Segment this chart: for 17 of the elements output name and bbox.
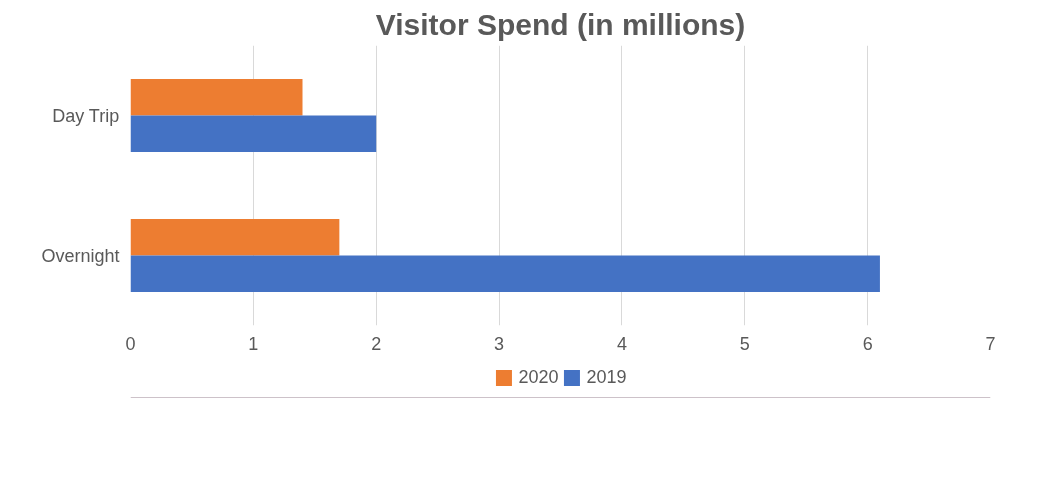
x-tick-label: 5: [739, 333, 750, 354]
x-tick-label: 3: [494, 333, 505, 354]
bar: [130, 255, 880, 292]
x-tick-label: 6: [862, 333, 873, 354]
x-tick-label: 1: [248, 333, 259, 354]
y-tick-label: Overnight: [41, 245, 120, 266]
bar: [130, 219, 340, 256]
bar: [130, 115, 377, 152]
y-tick-label: Day Trip: [52, 105, 120, 126]
x-tick-label: 2: [371, 333, 382, 354]
x-tick-label: 0: [125, 333, 136, 354]
x-tick-label: 7: [985, 333, 996, 354]
chart-title: Visitor Spend (in millions): [375, 7, 746, 41]
x-tick-label: 4: [616, 333, 627, 354]
bar: [130, 79, 303, 116]
legend-label: 2019: [586, 366, 627, 388]
legend-label: 2020: [518, 366, 559, 388]
